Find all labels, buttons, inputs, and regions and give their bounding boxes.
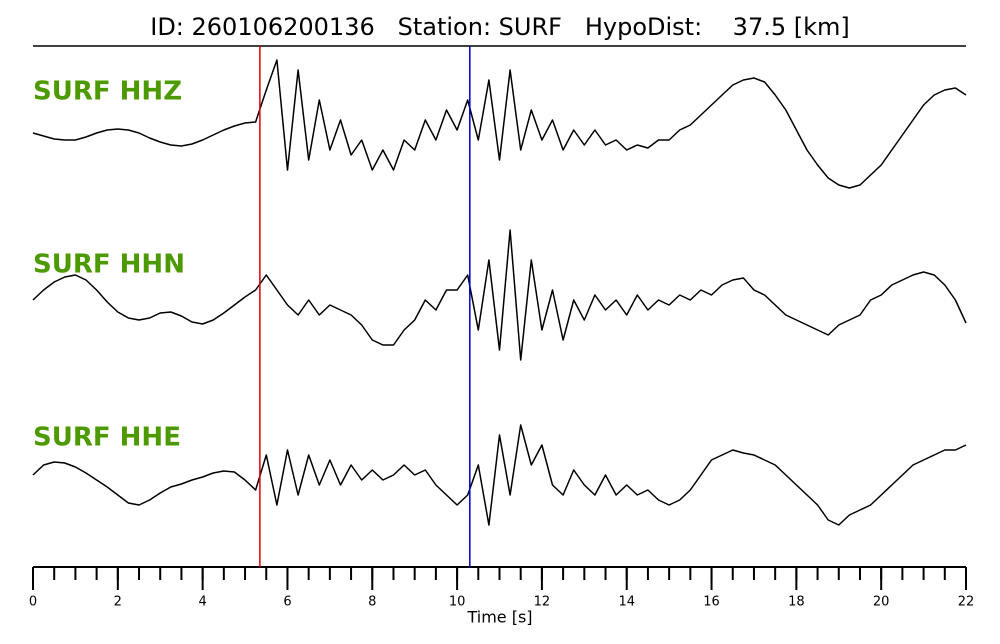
waveform [32, 424, 967, 526]
waveform [32, 229, 967, 361]
x-tick-label: 18 [788, 595, 805, 610]
x-tick-label: 20 [873, 595, 890, 610]
waveform [32, 59, 967, 189]
x-tick-label: 2 [114, 595, 122, 610]
trace-label: SURF HHE [33, 423, 181, 453]
x-tick-label: 22 [958, 595, 975, 610]
x-tick-label: 8 [368, 595, 376, 610]
trace-label: SURF HHZ [33, 77, 182, 107]
x-tick-label: 16 [703, 595, 720, 610]
x-tick-label: 6 [283, 595, 291, 610]
x-tick-label: 14 [618, 595, 635, 610]
x-tick-label: 10 [449, 595, 466, 610]
chart-title: ID: 260106200136 Station: SURF HypoDist:… [150, 13, 850, 41]
x-axis-label: Time [s] [466, 608, 532, 627]
x-tick-label: 4 [198, 595, 206, 610]
trace-label: SURF HHN [33, 250, 185, 280]
x-tick-label: 12 [534, 595, 551, 610]
x-tick-label: 0 [29, 595, 37, 610]
